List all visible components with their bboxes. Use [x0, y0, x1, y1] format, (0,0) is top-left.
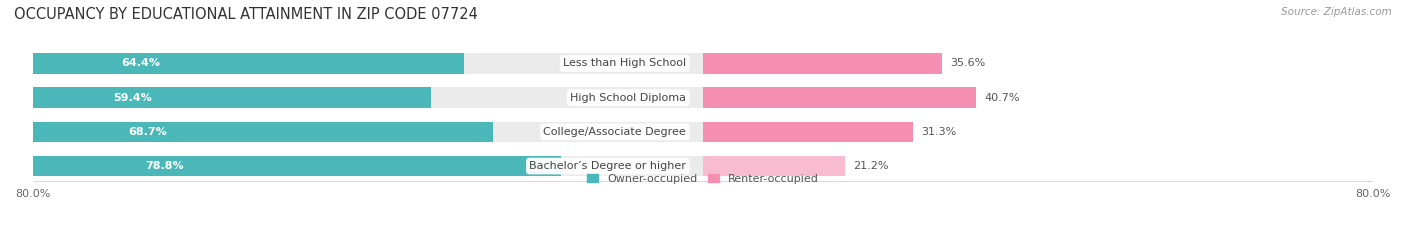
Bar: [703, 122, 912, 142]
Text: 64.4%: 64.4%: [121, 58, 160, 69]
Text: OCCUPANCY BY EDUCATIONAL ATTAINMENT IN ZIP CODE 07724: OCCUPANCY BY EDUCATIONAL ATTAINMENT IN Z…: [14, 7, 478, 22]
Bar: [32, 87, 703, 108]
Text: 40.7%: 40.7%: [984, 93, 1019, 103]
Bar: [32, 87, 430, 108]
Text: 78.8%: 78.8%: [145, 161, 184, 171]
Bar: [703, 87, 976, 108]
Text: 59.4%: 59.4%: [112, 93, 152, 103]
Bar: [703, 156, 845, 176]
Text: Bachelor’s Degree or higher: Bachelor’s Degree or higher: [530, 161, 686, 171]
Bar: [32, 53, 464, 74]
Text: 21.2%: 21.2%: [853, 161, 889, 171]
Bar: [32, 122, 703, 142]
Bar: [703, 53, 942, 74]
Bar: [32, 156, 703, 176]
Text: Source: ZipAtlas.com: Source: ZipAtlas.com: [1281, 7, 1392, 17]
Text: College/Associate Degree: College/Associate Degree: [544, 127, 686, 137]
Bar: [32, 53, 703, 74]
Text: Less than High School: Less than High School: [564, 58, 686, 69]
Text: 68.7%: 68.7%: [128, 127, 167, 137]
Text: High School Diploma: High School Diploma: [571, 93, 686, 103]
Bar: [32, 156, 561, 176]
Legend: Owner-occupied, Renter-occupied: Owner-occupied, Renter-occupied: [586, 174, 820, 184]
Bar: [32, 122, 494, 142]
Text: 35.6%: 35.6%: [950, 58, 986, 69]
Text: 31.3%: 31.3%: [921, 127, 956, 137]
